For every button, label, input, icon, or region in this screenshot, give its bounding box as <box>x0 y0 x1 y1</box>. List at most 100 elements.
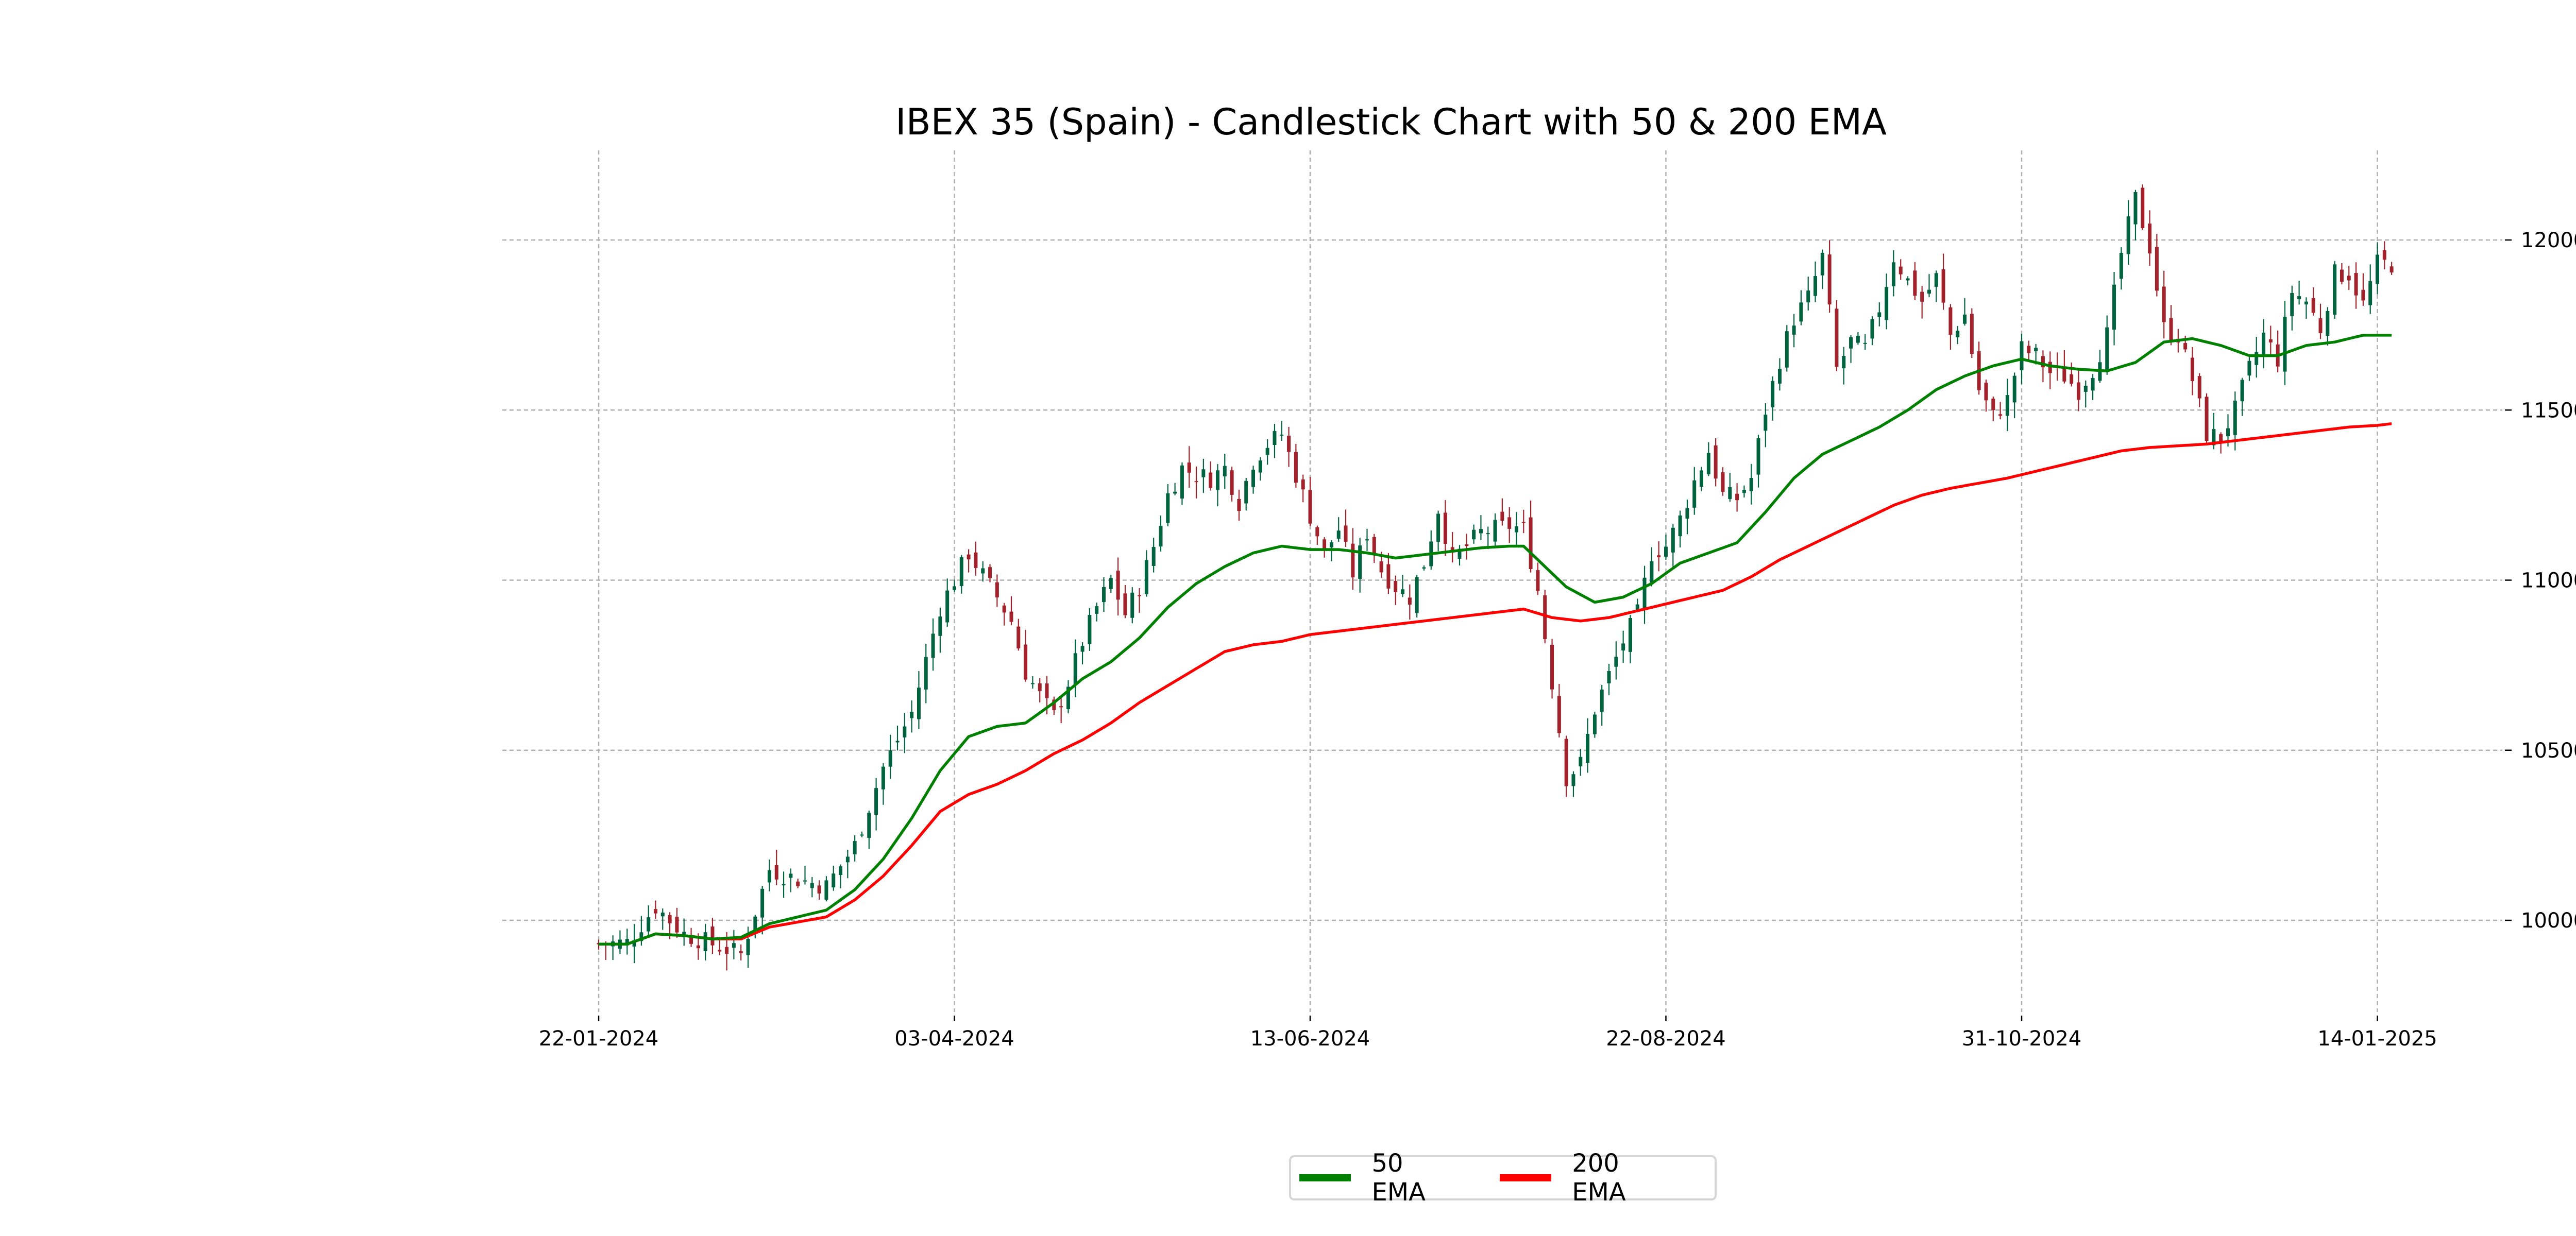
candle-down <box>988 567 992 578</box>
candle-down <box>2041 356 2045 368</box>
candle-up <box>845 856 850 863</box>
x-tick-label: 03-04-2024 <box>894 1027 1014 1051</box>
candle-down <box>2062 367 2066 382</box>
candle-up <box>682 932 686 934</box>
candle-down <box>1714 445 1718 479</box>
candle-up <box>1700 470 1704 487</box>
candle-down <box>1835 308 1839 367</box>
candle-up <box>2226 428 2230 437</box>
candle-up <box>945 590 950 623</box>
candle-down <box>1016 626 1021 649</box>
candle-up <box>881 766 885 789</box>
candle-up <box>867 813 871 838</box>
candle-up <box>647 917 651 932</box>
candle-down <box>817 885 821 894</box>
candle-down <box>2148 224 2152 254</box>
candle-up <box>1891 262 1895 286</box>
x-tick-label: 22-01-2024 <box>539 1027 658 1051</box>
candle-down <box>1500 511 1504 521</box>
candle-down <box>1521 522 1526 523</box>
candle-up <box>753 916 757 931</box>
candle-down <box>1657 555 1661 558</box>
candle-up <box>1586 734 1590 763</box>
candle-down <box>1443 512 1447 544</box>
candle-up <box>1151 546 1156 566</box>
candle-up <box>2240 380 2244 402</box>
candle-up <box>1088 615 1092 644</box>
candle-up <box>1479 529 1483 534</box>
candle-up <box>874 788 878 815</box>
candle-down <box>1948 307 1953 335</box>
candle-up <box>1472 529 1476 540</box>
candle-up <box>1223 466 1227 477</box>
candle-down <box>1052 699 1056 710</box>
candle-up <box>2283 316 2287 372</box>
candle-up <box>860 834 864 836</box>
candle-down <box>2311 298 2315 313</box>
candle-up <box>2112 284 2116 330</box>
candle-down <box>1315 527 1319 537</box>
candle-up <box>1493 520 1497 542</box>
candle-down <box>1920 291 1924 302</box>
candle-down <box>653 909 657 914</box>
candle-up <box>839 866 843 876</box>
candle-up <box>853 841 857 854</box>
candle-up <box>2005 395 2009 416</box>
legend-label: 50 EMA <box>1371 1149 1426 1207</box>
candle-up <box>1486 533 1490 535</box>
candle-up <box>2212 429 2216 445</box>
candle-down <box>1991 399 1995 410</box>
candle-up <box>810 883 814 888</box>
candle-down <box>2169 318 2173 340</box>
candle-up <box>1671 527 1675 553</box>
candle-up <box>2326 311 2330 336</box>
candle-up <box>1258 460 1262 473</box>
candle-down <box>1899 266 1903 274</box>
legend-item-ema50: 50 EMA <box>1299 1149 1459 1207</box>
candle-down <box>1116 571 1120 600</box>
candle-down <box>2268 339 2273 342</box>
candle-up <box>1956 331 1960 338</box>
candle-up <box>1600 690 1604 712</box>
candle-up <box>2233 400 2237 435</box>
candle-up <box>981 568 985 574</box>
ema200-swatch-icon <box>1499 1174 1552 1181</box>
candle-down <box>1351 543 1355 578</box>
candle-up <box>2304 301 2308 305</box>
candle-down <box>2183 343 2188 350</box>
candle-up <box>888 750 892 767</box>
candle-up <box>1963 314 1967 324</box>
candle-up <box>1906 278 1910 281</box>
candle-up <box>1173 491 1177 494</box>
candle-up <box>832 873 836 888</box>
candle-up <box>1863 342 1867 344</box>
candle-up <box>1336 530 1341 539</box>
candle-up <box>1436 513 1440 542</box>
candle-up <box>625 939 629 946</box>
candle-up <box>917 688 921 719</box>
candle-up <box>1635 604 1639 610</box>
grid-lines <box>502 150 2502 1012</box>
candle-up <box>1927 289 1931 294</box>
y-tick-label: 12000 <box>2521 229 2576 252</box>
y-tick-label: 10000 <box>2521 909 2576 933</box>
candle-down <box>2155 247 2159 291</box>
candle-up <box>1764 415 1768 431</box>
candle-up <box>1201 469 1206 477</box>
candle-down <box>1009 611 1013 622</box>
candle-down <box>1507 517 1512 529</box>
candle-up <box>1706 453 1710 475</box>
candle-down <box>1550 645 1554 690</box>
candle-down <box>1450 547 1454 551</box>
candle-down <box>2205 397 2209 441</box>
candle-up <box>2012 375 2016 403</box>
candle-down <box>2361 289 2365 301</box>
candle-down <box>2219 434 2223 442</box>
candle-up <box>1621 643 1625 651</box>
candle-up <box>910 712 914 718</box>
candle-up <box>1792 325 1796 335</box>
candle-down <box>1294 452 1298 483</box>
candle-up <box>2368 281 2372 305</box>
candle-up <box>2119 252 2123 279</box>
candle-up <box>1885 287 1889 320</box>
